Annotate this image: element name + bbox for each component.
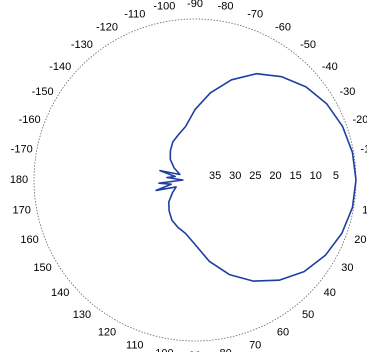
angle-tick-label: 120 [98, 326, 116, 338]
radial-tick-label: 30 [229, 170, 241, 182]
angle-tick-label: -10 [360, 143, 367, 155]
angle-tick-label: -30 [339, 86, 355, 98]
angle-tick-label: -100 [153, 1, 175, 13]
angle-tick-label: -20 [352, 114, 367, 126]
angle-tick-label: 100 [155, 347, 173, 352]
angle-tick-label: -80 [218, 1, 234, 13]
radial-tick-label: 5 [333, 170, 339, 182]
angle-tick-label: -140 [49, 61, 71, 73]
angle-tick-label: 90 [189, 350, 201, 352]
angle-tick-label: -40 [322, 61, 338, 73]
angle-tick-label: -60 [275, 22, 291, 34]
angle-tick-label: 160 [20, 234, 38, 246]
angle-tick-label: -70 [247, 9, 263, 21]
radial-tick-label: 15 [289, 170, 301, 182]
angle-tick-label: 140 [51, 287, 69, 299]
angle-tick-label: 60 [277, 326, 289, 338]
angle-tick-label: 50 [302, 309, 314, 321]
angle-tick-label: 170 [13, 205, 31, 217]
angle-tick-label: -120 [96, 22, 118, 34]
angle-tick-label: 20 [354, 234, 366, 246]
angle-tick-label: 70 [249, 339, 261, 351]
angle-tick-label: -150 [32, 86, 54, 98]
angle-tick-label: 130 [73, 309, 91, 321]
radial-tick-label: 20 [269, 170, 281, 182]
angle-tick-label: -130 [71, 39, 93, 51]
angle-tick-label: 180 [10, 174, 28, 186]
angle-tick-label: 150 [33, 262, 51, 274]
angle-tick-label: 30 [341, 262, 353, 274]
radial-tick-label: 35 [209, 170, 221, 182]
series-line [155, 72, 357, 282]
angle-labels: -110-100-90-80-70-60-50-40-30-20-1001020… [10, 0, 367, 352]
radial-tick-label: 10 [310, 170, 322, 182]
radial-labels: 35 30 25 20 15 10 5 [209, 170, 339, 182]
angle-tick-label: 40 [324, 287, 336, 299]
angle-tick-label: 110 [126, 339, 144, 351]
angle-tick-label: 10 [362, 205, 367, 217]
angle-tick-label: 80 [219, 347, 231, 352]
outer-circle [33, 18, 357, 342]
angle-tick-label: -50 [300, 39, 316, 51]
angle-tick-label: -90 [187, 0, 203, 10]
angle-tick-label: -170 [11, 143, 33, 155]
radial-tick-label: 25 [249, 170, 261, 182]
angle-tick-label: -160 [19, 114, 41, 126]
angle-tick-label: -110 [124, 9, 145, 21]
